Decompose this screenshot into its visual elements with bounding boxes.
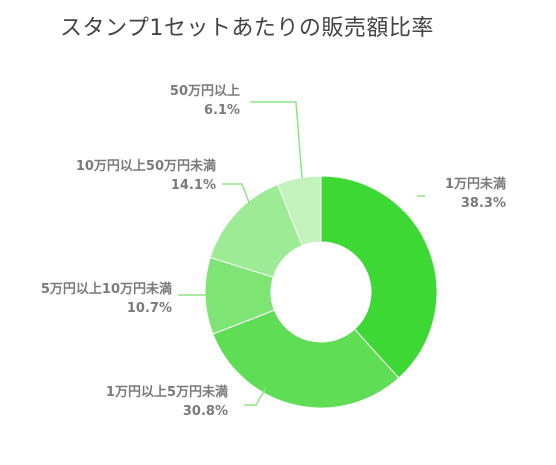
slice-label-1: 1万円未満 xyxy=(445,176,506,192)
slice-5 xyxy=(276,175,322,247)
slice-value-5: 6.1% xyxy=(204,103,240,118)
slice-value-3: 10.7% xyxy=(127,301,172,316)
slice-1 xyxy=(320,175,438,379)
leader-line-5 xyxy=(250,101,303,179)
slice-label-5: 50万円以上 xyxy=(170,84,240,99)
slice-value-1: 38.3% xyxy=(461,196,506,211)
leader-line-2 xyxy=(244,387,267,406)
slice-2 xyxy=(212,309,400,409)
leader-line-4 xyxy=(222,183,251,206)
slice-value-2: 30.8% xyxy=(183,404,228,419)
slice-value-4: 14.1% xyxy=(171,178,216,193)
slice-label-3: 5万円以上10万円未満 xyxy=(41,281,172,297)
slice-label-4: 10万円以上50万円未満 xyxy=(76,158,216,174)
chart-title: スタンプ1セットあたりの販売額比率 xyxy=(60,16,434,41)
slice-label-2: 1万円以上5万円未満 xyxy=(106,384,228,400)
